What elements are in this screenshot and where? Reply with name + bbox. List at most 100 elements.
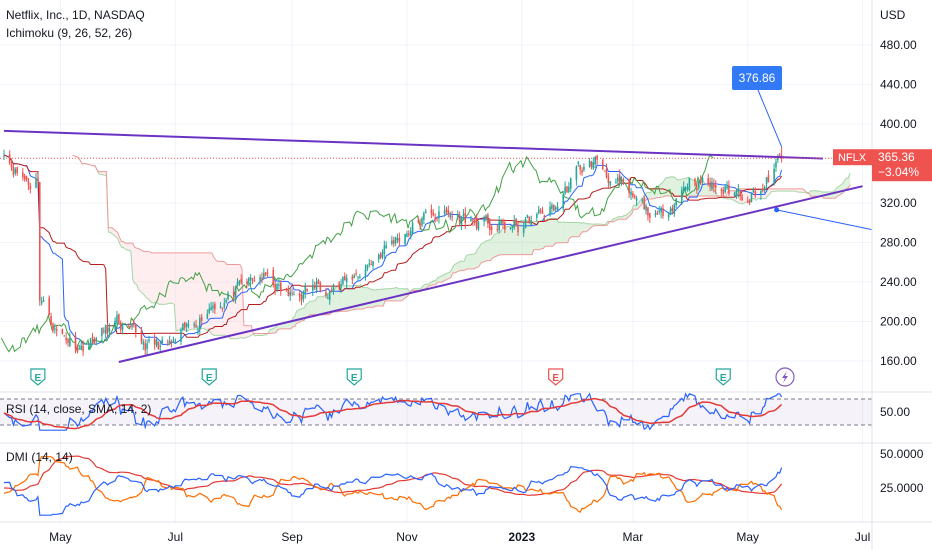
earnings-marker[interactable] (346, 368, 362, 386)
candle-body (470, 219, 472, 222)
candle-body (22, 172, 24, 178)
projection-line[interactable] (776, 209, 873, 231)
candle-body (246, 282, 248, 284)
dmi-pane (3, 455, 783, 516)
candle-body (536, 214, 538, 218)
candle-body (741, 195, 743, 201)
candle-body (392, 240, 395, 244)
earnings-marker[interactable] (715, 368, 731, 386)
candle-body (398, 237, 401, 243)
candle-body (351, 276, 354, 280)
cloud-segment (275, 324, 278, 333)
candle-body (121, 326, 124, 330)
price-tags[interactable]: 376.86 NFLX 365.36−3.04% (732, 66, 932, 182)
cloud-segment (174, 252, 177, 331)
kijun-sen-line (3, 154, 783, 338)
dmi-legend[interactable]: DMI (14, 14) (6, 450, 73, 464)
candle-body (436, 218, 438, 220)
candle-body (438, 211, 440, 219)
cloud-segment (121, 241, 124, 248)
candle-body (385, 245, 388, 249)
candle-body (419, 223, 421, 226)
candle-body (118, 314, 120, 324)
symbol-title[interactable]: Netflix, Inc., 1D, NASDAQ (6, 8, 145, 22)
candle-body (456, 214, 459, 218)
candle-body (408, 233, 410, 236)
callout-box[interactable] (732, 66, 782, 90)
candle-body (733, 192, 736, 196)
cloud-segment (294, 311, 297, 327)
candle-body (167, 341, 169, 343)
candle-body (63, 335, 66, 337)
candle-body (528, 216, 531, 224)
symbol-tag[interactable] (833, 149, 872, 166)
cloud-segment (816, 190, 819, 197)
candle-body (748, 200, 751, 203)
time-tick-label: Nov (396, 530, 417, 544)
candle-body (726, 186, 728, 189)
cloud-segment (202, 252, 205, 329)
ichimoku-legend[interactable]: Ichimoku (9, 26, 52, 26) (6, 26, 133, 40)
earnings-marker[interactable] (548, 368, 564, 386)
candle-body (475, 217, 478, 229)
price-tick-label: 320.00 (880, 196, 917, 210)
price-tick-label: 440.00 (880, 78, 917, 92)
earnings-marker[interactable] (30, 368, 46, 386)
projection-anchor[interactable] (774, 207, 780, 213)
cloud-segment (157, 252, 160, 305)
rsi-legend[interactable]: RSI (14, close, SMA, 14, 2) (6, 402, 152, 416)
candle-body (3, 155, 5, 157)
cloud-segment (200, 252, 203, 329)
cloud-segment (507, 224, 514, 255)
earnings-marker-label: E (720, 373, 727, 384)
candle-body (127, 323, 130, 326)
cloud-segment (449, 271, 451, 279)
candle-body (530, 220, 532, 226)
cloud-segment (368, 287, 370, 308)
candle-body (285, 288, 288, 291)
candle-body (667, 214, 670, 218)
trendlines[interactable] (0, 129, 873, 363)
trendline-support[interactable] (118, 185, 863, 363)
candle-body (236, 281, 239, 286)
cloud-segment (481, 240, 487, 263)
symbol-tag-label: NFLX (838, 152, 867, 164)
candle-body (522, 227, 525, 234)
cloud-segment (582, 222, 585, 232)
cloud-segment (580, 222, 583, 234)
cloud-segment (460, 261, 463, 271)
earnings-marker[interactable] (201, 368, 217, 386)
time-tick-label: 2023 (508, 530, 535, 544)
cloud-segment (117, 232, 120, 244)
candle-body (146, 343, 148, 349)
candle-body (172, 339, 175, 341)
candle-body (675, 198, 677, 206)
cloud-segment (447, 272, 450, 280)
candle-body (89, 338, 92, 346)
candle-body (515, 218, 517, 226)
candle-body (722, 189, 725, 194)
candle-body (199, 318, 201, 330)
cloud-segment (236, 264, 239, 339)
candle-body (654, 213, 657, 216)
dmi-tick-label: 50.0000 (880, 447, 924, 461)
candle-body (709, 182, 711, 188)
candle-body (25, 176, 28, 181)
candle-body (458, 215, 461, 223)
candle-body (174, 340, 177, 342)
candle-body (313, 286, 316, 288)
cloud-segment (330, 289, 333, 314)
candle-body (253, 279, 256, 282)
last-price-tag[interactable] (872, 149, 932, 182)
trendline-resistance[interactable] (3, 129, 824, 160)
candle-body (135, 324, 137, 333)
candle-body (658, 210, 661, 212)
cloud-segment (633, 205, 636, 210)
cloud-segment (526, 220, 529, 255)
cloud-segment (146, 251, 148, 299)
rsi-tick-label: 50.00 (880, 405, 910, 419)
last-price-change: −3.04% (878, 165, 919, 179)
price-tick-label: 160.00 (880, 354, 917, 368)
